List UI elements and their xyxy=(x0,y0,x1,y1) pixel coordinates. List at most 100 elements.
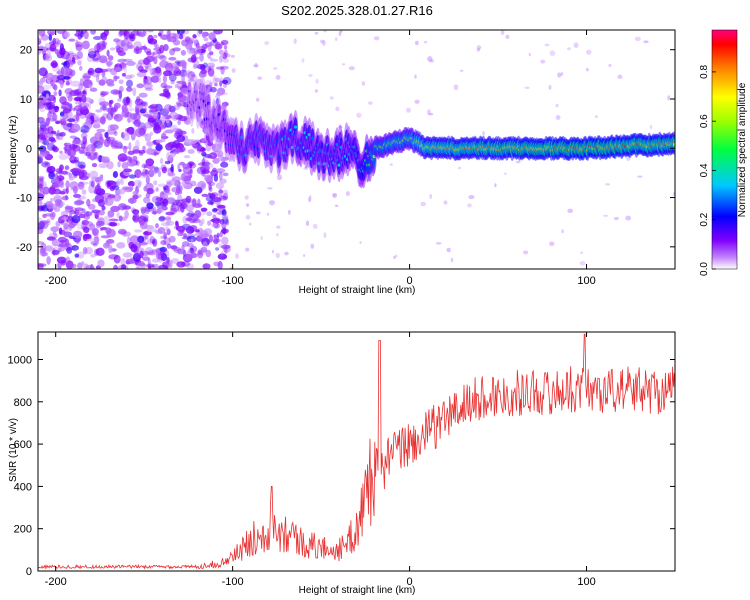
noise-speck xyxy=(221,236,229,245)
noise-speck xyxy=(99,106,108,111)
noise-speck xyxy=(134,169,142,179)
noise-speck xyxy=(77,59,82,66)
noise-speck xyxy=(166,33,172,43)
noise-speck xyxy=(127,180,135,187)
noise-speck xyxy=(210,199,214,206)
noise-speck xyxy=(221,214,229,220)
noise-speck xyxy=(345,191,350,197)
noise-speck xyxy=(121,264,127,269)
noise-speck xyxy=(53,96,56,104)
noise-speck xyxy=(301,58,305,63)
noise-speck xyxy=(415,40,419,46)
noise-speck xyxy=(136,62,143,71)
noise-speck xyxy=(143,217,149,222)
noise-speck xyxy=(156,250,161,260)
noise-speck xyxy=(450,257,454,263)
noise-speck xyxy=(207,67,215,77)
noise-speck xyxy=(155,139,163,144)
noise-speck xyxy=(287,210,291,215)
noise-speck xyxy=(177,205,181,213)
noise-speck xyxy=(144,66,149,70)
noise-speck xyxy=(221,222,227,230)
noise-speck xyxy=(117,180,121,186)
noise-speck xyxy=(91,180,95,188)
noise-speck xyxy=(223,83,227,88)
noise-speck xyxy=(230,54,235,58)
noise-speck xyxy=(127,150,135,155)
colorbar: 0.0 0.2 0.4 0.6 0.8 Normalized spectral ampl… xyxy=(699,29,748,276)
noise-speck xyxy=(217,204,226,209)
noise-speck xyxy=(129,113,138,120)
noise-speck xyxy=(151,258,160,263)
noise-speck xyxy=(373,36,380,41)
noise-speck xyxy=(102,215,111,225)
noise-speck xyxy=(176,201,183,207)
noise-speck xyxy=(173,248,183,253)
noise-speck xyxy=(245,247,250,252)
noise-speck xyxy=(218,49,224,55)
noise-speck xyxy=(573,42,579,48)
noise-speck xyxy=(555,115,561,120)
noise-speck xyxy=(98,136,104,146)
noise-speck xyxy=(86,198,91,207)
noise-speck xyxy=(125,156,133,161)
noise-speck xyxy=(108,244,113,254)
noise-speck xyxy=(214,82,218,87)
noise-speck xyxy=(42,186,50,195)
noise-speck xyxy=(64,165,70,170)
noise-speck xyxy=(75,30,81,34)
noise-speck xyxy=(159,215,166,221)
noise-speck xyxy=(122,58,133,62)
noise-speck xyxy=(637,175,643,178)
noise-speck xyxy=(140,206,149,213)
noise-speck xyxy=(193,48,197,57)
noise-speck xyxy=(61,62,69,66)
noise-speck xyxy=(308,74,313,77)
noise-speck xyxy=(172,246,182,252)
noise-speck xyxy=(200,233,210,238)
noise-speck xyxy=(257,76,263,80)
noise-speck xyxy=(196,166,207,175)
noise-speck xyxy=(153,166,159,174)
noise-speck xyxy=(63,146,69,151)
noise-speck xyxy=(335,37,338,41)
noise-speck xyxy=(94,184,102,193)
snr-series-line xyxy=(38,333,675,570)
noise-speck xyxy=(71,56,76,63)
noise-speck xyxy=(389,163,393,166)
noise-speck xyxy=(163,70,172,77)
noise-speck xyxy=(208,192,212,197)
noise-speck xyxy=(108,218,119,222)
noise-speck xyxy=(205,249,212,258)
noise-speck xyxy=(212,157,220,164)
noise-speck xyxy=(62,101,70,106)
noise-speck xyxy=(101,156,110,164)
noise-speck xyxy=(103,138,111,148)
noise-speck xyxy=(173,104,180,111)
noise-speck xyxy=(108,254,119,260)
noise-speck xyxy=(359,240,362,245)
noise-speck xyxy=(528,52,531,57)
noise-speck xyxy=(53,178,60,187)
noise-speck xyxy=(132,252,141,262)
noise-speck xyxy=(167,155,173,161)
x-tick-label: 0 xyxy=(407,275,413,287)
noise-speck xyxy=(39,107,45,113)
noise-speck xyxy=(161,222,171,227)
noise-speck xyxy=(180,59,187,68)
noise-speck xyxy=(78,164,86,169)
noise-speck xyxy=(113,104,118,112)
noise-speck xyxy=(107,182,112,188)
noise-speck xyxy=(140,172,146,177)
noise-speck xyxy=(197,198,201,208)
noise-speck xyxy=(78,83,83,91)
noise-speck xyxy=(163,61,172,69)
noise-speck xyxy=(165,186,171,194)
noise-speck xyxy=(101,76,108,84)
noise-speck xyxy=(605,183,611,186)
noise-speck xyxy=(208,81,213,90)
noise-speck xyxy=(204,174,213,182)
noise-speck xyxy=(176,102,182,108)
noise-speck xyxy=(482,130,485,137)
noise-speck xyxy=(625,215,632,221)
